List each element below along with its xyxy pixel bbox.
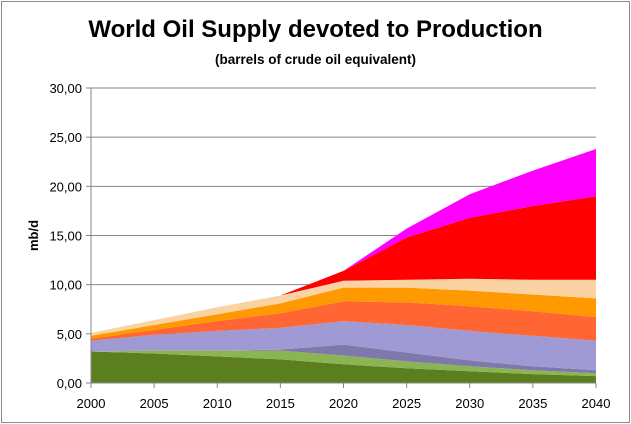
area-series-2: [91, 350, 596, 377]
y-tick-label-3: 15,00: [49, 229, 82, 244]
area-series-9: [91, 149, 596, 333]
y-tick-label-2: 10,00: [49, 278, 82, 293]
stacked-areas: [91, 149, 596, 383]
area-series-1: [91, 351, 596, 383]
area-series-4: [91, 321, 596, 371]
area-series-8: [91, 196, 596, 333]
x-tick-label-4: 2020: [329, 396, 358, 411]
x-tick-label-8: 2040: [582, 396, 611, 411]
x-tick-label-5: 2025: [392, 396, 421, 411]
y-tick-label-5: 25,00: [49, 130, 82, 145]
x-tick-label-1: 2005: [140, 396, 169, 411]
x-tick-label-2: 2010: [203, 396, 232, 411]
y-tick-label-0: 0,00: [57, 376, 82, 391]
x-tick-label-3: 2015: [266, 396, 295, 411]
x-tick-label-0: 2000: [77, 396, 106, 411]
area-series-3: [91, 344, 596, 374]
y-tick-label-4: 20,00: [49, 179, 82, 194]
area-series-6: [91, 287, 596, 339]
x-tick-label-7: 2035: [518, 396, 547, 411]
y-tick-label-6: 30,00: [49, 81, 82, 96]
y-tick-label-1: 5,00: [57, 327, 82, 342]
y-axis-title: mb/d: [26, 220, 41, 251]
chart-title: World Oil Supply devoted to Production: [88, 16, 543, 43]
area-series-7: [91, 278, 596, 336]
chart-subtitle: (barrels of crude oil equivalent): [214, 52, 417, 67]
x-tick-label-6: 2030: [455, 396, 484, 411]
area-series-5: [91, 301, 596, 341]
axes: 0,00 5,00 10,00 15,00 20,00 25,00 30,00 2000 200…: [49, 81, 610, 411]
